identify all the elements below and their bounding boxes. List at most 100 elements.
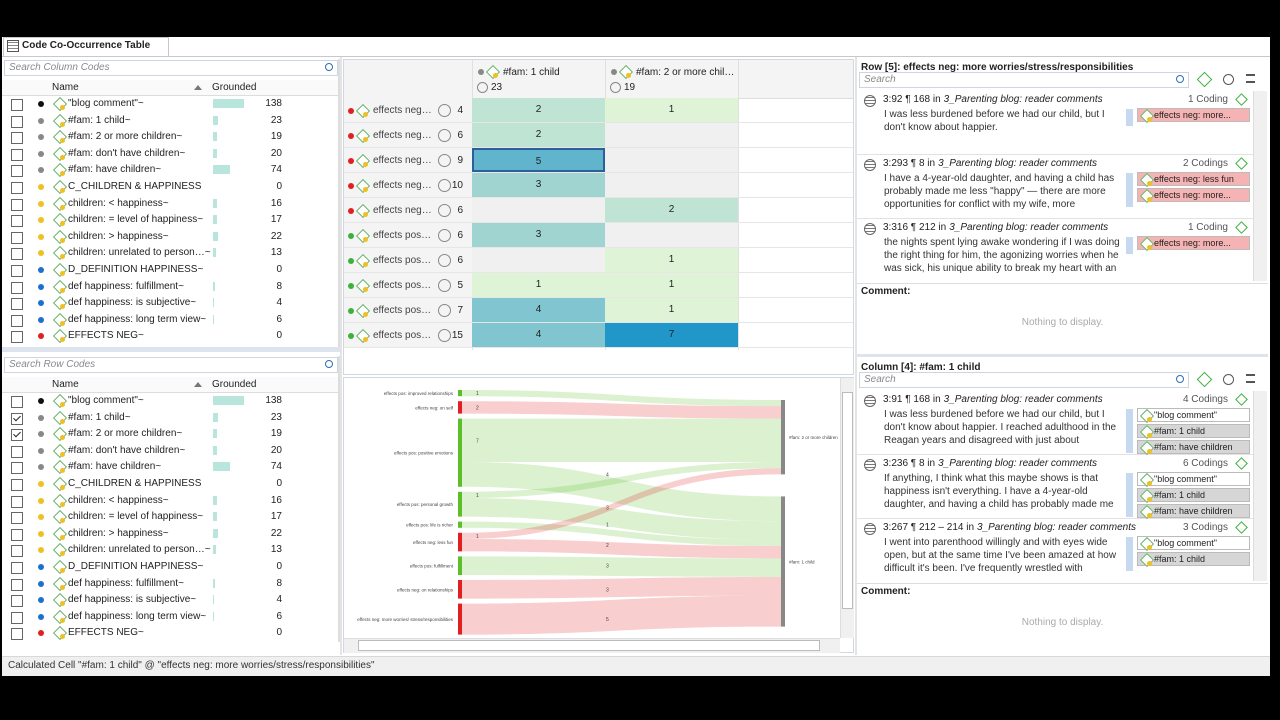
code-name[interactable]: C_CHILDREN & HAPPINESS bbox=[68, 181, 202, 192]
code-name[interactable]: children: unrelated to person…~ bbox=[68, 247, 211, 259]
checkbox[interactable] bbox=[11, 562, 23, 574]
quote-card[interactable]: 3:316 ¶ 212 in 3_Parenting blog: reader c… bbox=[857, 219, 1253, 281]
cell[interactable]: 3 bbox=[472, 223, 605, 247]
toolbar-icon[interactable] bbox=[1196, 371, 1213, 388]
cell[interactable]: 4 bbox=[472, 298, 605, 322]
checkbox[interactable] bbox=[11, 611, 23, 624]
quote-card[interactable]: 3:91 ¶ 168 in 3_Parenting blog: reader co… bbox=[857, 391, 1253, 456]
tab[interactable] bbox=[3, 37, 169, 56]
code-name[interactable]: "blog comment"~ bbox=[68, 98, 144, 109]
code-name[interactable]: #fam: 2 or more children~ bbox=[68, 131, 183, 143]
code-name[interactable]: children: > happiness~ bbox=[68, 527, 169, 539]
code-name[interactable]: def happiness: long term view~ bbox=[68, 313, 207, 325]
checkbox[interactable] bbox=[11, 479, 23, 491]
cell[interactable]: 1 bbox=[605, 248, 738, 272]
cell[interactable]: 1 bbox=[605, 298, 738, 322]
cell[interactable] bbox=[605, 173, 738, 197]
column-name[interactable]: #fam: 1 child bbox=[503, 67, 560, 78]
cell[interactable]: 2 bbox=[605, 198, 738, 222]
checkbox[interactable] bbox=[11, 182, 23, 194]
checkbox[interactable] bbox=[11, 331, 23, 344]
code-name[interactable]: children: < happiness~ bbox=[68, 197, 169, 209]
quote-card[interactable]: 3:236 ¶ 8 in 3_Parenting blog: reader com… bbox=[857, 455, 1253, 520]
scrollbar[interactable] bbox=[1253, 91, 1267, 281]
checkbox[interactable] bbox=[11, 281, 23, 294]
cell[interactable] bbox=[472, 198, 605, 222]
code-chip[interactable]: #fam: 1 child bbox=[1137, 552, 1250, 568]
code-name[interactable]: D_DEFINITION HAPPINESS~ bbox=[68, 264, 204, 275]
code-name[interactable]: #fam: 1 child~ bbox=[68, 114, 131, 126]
toolbar-icon[interactable] bbox=[1246, 74, 1255, 83]
code-chip[interactable]: #fam: 1 child bbox=[1137, 424, 1250, 440]
search-box[interactable]: Search Column Codes bbox=[4, 60, 338, 76]
checkbox[interactable] bbox=[11, 528, 23, 541]
checkbox[interactable] bbox=[11, 545, 23, 558]
checkbox[interactable] bbox=[11, 445, 23, 458]
code-name[interactable]: EFFECTS NEG~ bbox=[68, 330, 144, 342]
row-name[interactable]: effects pos… bbox=[373, 230, 432, 241]
checkbox[interactable] bbox=[11, 462, 23, 475]
cell[interactable]: 5 bbox=[472, 148, 605, 172]
checkbox[interactable] bbox=[11, 165, 23, 178]
code-name[interactable]: def happiness: fulfillment~ bbox=[68, 577, 184, 589]
code-name[interactable]: #fam: have children~ bbox=[68, 164, 162, 176]
row-name[interactable]: effects neg… bbox=[373, 180, 432, 191]
code-name[interactable]: #fam: don't have children~ bbox=[68, 147, 186, 159]
code-name[interactable]: def happiness: is subjective~ bbox=[68, 297, 197, 309]
code-name[interactable]: def happiness: fulfillment~ bbox=[68, 280, 184, 292]
code-chip[interactable]: "blog comment" bbox=[1137, 536, 1250, 552]
checkbox[interactable] bbox=[11, 298, 23, 311]
code-name[interactable]: C_CHILDREN & HAPPINESS bbox=[68, 478, 202, 489]
checkbox[interactable] bbox=[11, 132, 23, 145]
row-name[interactable]: effects pos… bbox=[373, 330, 432, 341]
checkbox[interactable] bbox=[11, 99, 23, 111]
checkbox[interactable] bbox=[11, 148, 23, 161]
checkbox[interactable] bbox=[11, 396, 23, 408]
column-name[interactable]: #fam: 2 or more chil… bbox=[636, 67, 735, 78]
checkbox[interactable] bbox=[11, 248, 23, 261]
code-name[interactable]: D_DEFINITION HAPPINESS~ bbox=[68, 561, 204, 572]
code-name[interactable]: def happiness: is subjective~ bbox=[68, 594, 197, 606]
code-name[interactable]: children: < happiness~ bbox=[68, 494, 169, 506]
cell[interactable]: 4 bbox=[472, 323, 605, 347]
checkbox[interactable] bbox=[11, 314, 23, 327]
cell[interactable]: 2 bbox=[472, 98, 605, 122]
cell[interactable]: 1 bbox=[605, 273, 738, 297]
checkbox[interactable] bbox=[11, 412, 23, 425]
quote-card[interactable]: 3:293 ¶ 8 in 3_Parenting blog: reader com… bbox=[857, 155, 1253, 219]
code-name[interactable]: #fam: 1 child~ bbox=[68, 411, 131, 423]
cell[interactable] bbox=[605, 148, 738, 172]
row-name[interactable]: effects neg… bbox=[373, 105, 432, 116]
checkbox[interactable] bbox=[11, 215, 23, 228]
code-chip[interactable]: "blog comment" bbox=[1137, 408, 1250, 424]
checkbox[interactable] bbox=[11, 512, 23, 525]
code-chip[interactable]: #fam: have children bbox=[1137, 504, 1250, 520]
checkbox[interactable] bbox=[11, 495, 23, 508]
row-name[interactable]: effects neg… bbox=[373, 130, 432, 141]
code-chip[interactable]: #fam: have children bbox=[1137, 440, 1250, 456]
cell[interactable]: 1 bbox=[472, 273, 605, 297]
scrollbar[interactable] bbox=[1253, 391, 1267, 581]
code-name[interactable]: "blog comment"~ bbox=[68, 395, 144, 406]
checkbox[interactable] bbox=[11, 429, 23, 442]
quote-card[interactable]: 3:92 ¶ 168 in 3_Parenting blog: reader co… bbox=[857, 91, 1253, 155]
code-chip[interactable]: "blog comment" bbox=[1137, 472, 1250, 488]
toolbar-icon[interactable] bbox=[1246, 374, 1255, 383]
cell[interactable] bbox=[605, 123, 738, 147]
checkbox[interactable] bbox=[11, 231, 23, 244]
row-name[interactable]: effects neg… bbox=[373, 205, 432, 216]
row-name[interactable]: effects pos… bbox=[373, 255, 432, 266]
checkbox[interactable] bbox=[11, 265, 23, 277]
code-chip[interactable]: effects neg: more... bbox=[1137, 108, 1250, 124]
checkbox[interactable] bbox=[11, 628, 23, 641]
checkbox[interactable] bbox=[11, 595, 23, 608]
code-name[interactable]: children: > happiness~ bbox=[68, 230, 169, 242]
cell[interactable]: 3 bbox=[472, 173, 605, 197]
search-box[interactable]: Search bbox=[859, 372, 1189, 388]
checkbox[interactable] bbox=[11, 115, 23, 128]
quote-card[interactable]: 3:267 ¶ 212 – 214 in 3_Parenting blog: re… bbox=[857, 519, 1253, 581]
cell[interactable]: 1 bbox=[605, 98, 738, 122]
code-name[interactable]: children: = level of happiness~ bbox=[68, 214, 204, 226]
code-chip[interactable]: effects neg: more... bbox=[1137, 236, 1250, 252]
toolbar-icon[interactable] bbox=[1223, 374, 1234, 385]
